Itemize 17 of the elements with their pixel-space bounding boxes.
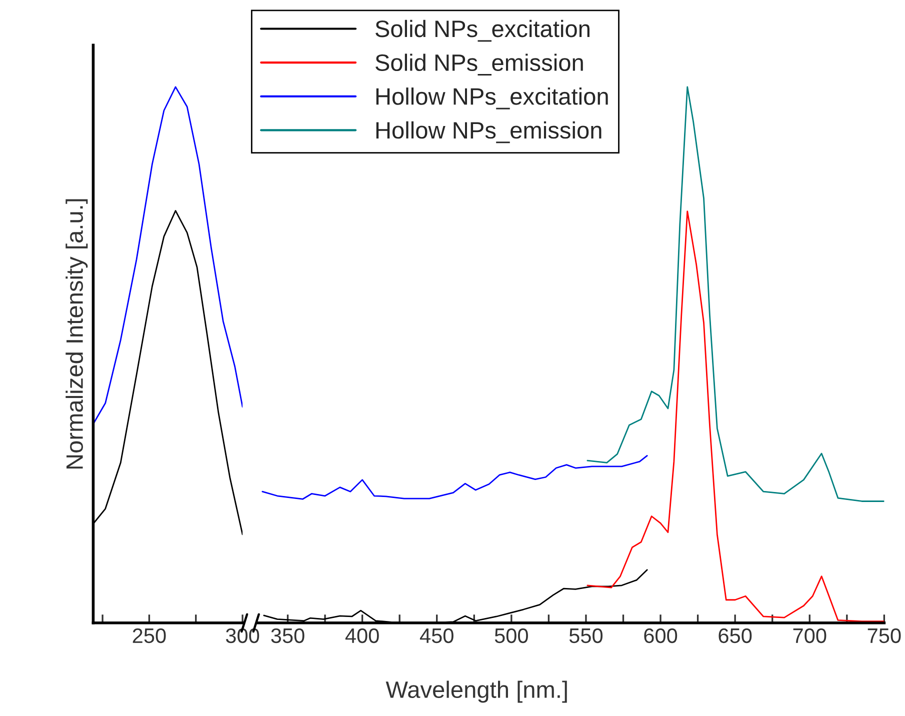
legend-label: Solid NPs_emission bbox=[376, 54, 583, 76]
y-axis-title: Normalized Intensity [a.u.] bbox=[66, 199, 88, 469]
x-tick-label: 650 bbox=[718, 628, 752, 644]
legend-label: Hollow NPs_excitation bbox=[376, 88, 608, 110]
x-axis-title: Wavelength [nm.] bbox=[386, 680, 567, 703]
x-tick-label: 400 bbox=[345, 628, 379, 644]
x-tick-label: 300 bbox=[226, 628, 260, 644]
x-tick-label: 500 bbox=[494, 628, 528, 644]
x-tick-label: 350 bbox=[271, 628, 304, 644]
x-tick-label: 600 bbox=[644, 628, 678, 644]
x-tick-label: 250 bbox=[132, 628, 166, 644]
x-tick-label: 450 bbox=[420, 628, 454, 644]
x-tick-label: 550 bbox=[569, 628, 603, 644]
x-tick-label: 700 bbox=[793, 628, 826, 644]
legend-label: Solid NPs_excitation bbox=[376, 20, 590, 42]
legend-label: Hollow NPs_emission bbox=[376, 121, 602, 144]
x-tick-label: 750 bbox=[868, 628, 901, 644]
